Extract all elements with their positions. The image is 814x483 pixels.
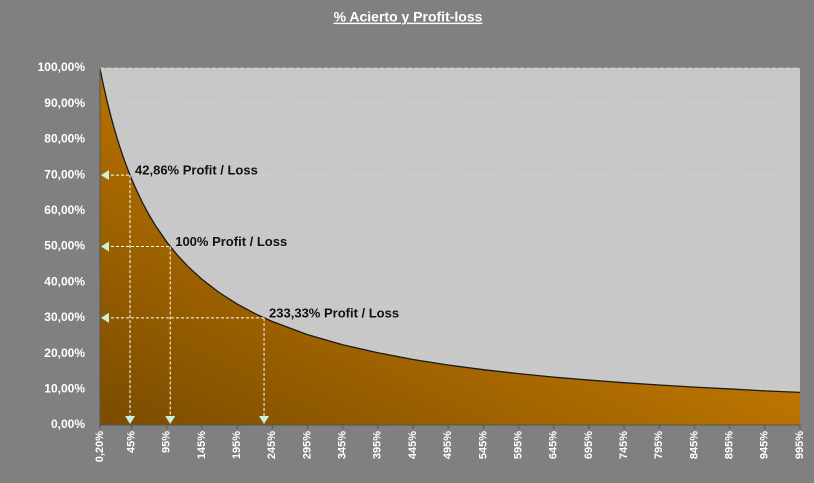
x-tick-label: 245% xyxy=(266,431,278,459)
x-tick-label: 545% xyxy=(477,431,489,459)
x-tick-label: 745% xyxy=(618,431,630,459)
area xyxy=(100,68,800,426)
annotation-arrow xyxy=(101,312,109,323)
y-tick-label: 20,00% xyxy=(44,346,85,360)
annotation-arrow xyxy=(101,241,109,252)
x-tick-label: 195% xyxy=(231,431,243,459)
line xyxy=(99,68,801,394)
y-tick-label: 60,00% xyxy=(44,203,85,217)
x-tick-label: 695% xyxy=(583,431,595,459)
y-tick-label: 40,00% xyxy=(44,274,85,288)
x-tick-label: 445% xyxy=(407,431,419,459)
x-tick-label: 0,20% xyxy=(94,431,106,462)
annotation-arrow xyxy=(259,416,270,424)
annotation-arrow xyxy=(165,416,176,424)
x-tick-label: 945% xyxy=(759,431,771,459)
annotation: 100% Profit / Loss xyxy=(175,234,287,249)
y-tick-label: 100,00% xyxy=(38,60,86,74)
x-tick-label: 595% xyxy=(512,431,524,459)
y-tick-label: 80,00% xyxy=(44,132,85,146)
annotation-arrow xyxy=(101,170,109,181)
x-tick-label: 645% xyxy=(548,431,560,459)
x-tick-label: 495% xyxy=(442,431,454,459)
x-tick-label: 845% xyxy=(688,431,700,459)
x-tick-label: 345% xyxy=(337,431,349,459)
x-tick-label: 395% xyxy=(372,431,384,459)
annotation: 233,33% Profit / Loss xyxy=(269,305,399,320)
annotation-arrow xyxy=(125,416,136,424)
y-tick-label: 70,00% xyxy=(44,167,85,181)
x-tick-label: 95% xyxy=(161,431,173,453)
x-tick-label: 295% xyxy=(301,431,313,459)
y-tick-label: 90,00% xyxy=(44,96,85,110)
x-tick-label: 795% xyxy=(653,431,665,459)
x-tick-label: 145% xyxy=(196,431,208,459)
y-tick-label: 30,00% xyxy=(44,310,85,324)
x-tick-label: 995% xyxy=(794,431,806,459)
y-tick-label: 50,00% xyxy=(44,239,85,253)
chart-title: % Acierto y Profit-loss xyxy=(334,9,483,25)
x-tick-label: 895% xyxy=(724,431,736,459)
x-tick-label: 45% xyxy=(125,431,137,453)
annotation: 42,86% Profit / Loss xyxy=(135,163,258,178)
y-tick-label: 0,00% xyxy=(51,417,85,431)
y-tick-label: 10,00% xyxy=(44,381,85,395)
